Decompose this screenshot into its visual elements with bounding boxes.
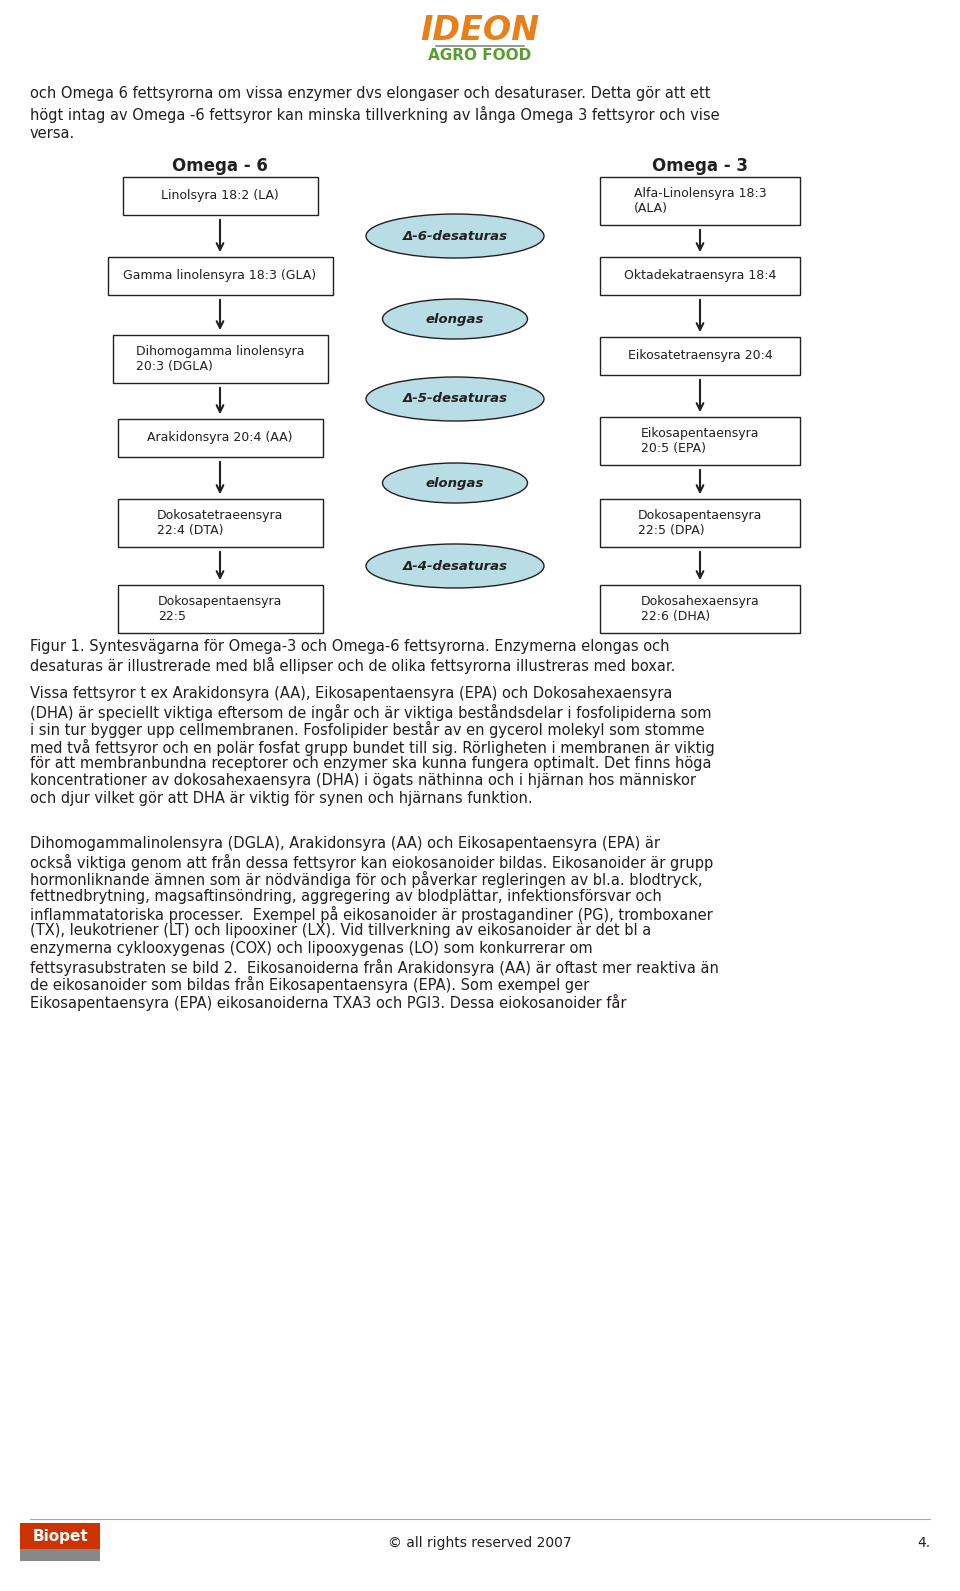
Ellipse shape [366,377,544,422]
Text: Vissa fettsyror t ex Arakidonsyra (AA), Eikosapentaensyra (EPA) och Dokosahexaen: Vissa fettsyror t ex Arakidonsyra (AA), … [30,686,672,702]
Ellipse shape [366,215,544,258]
Text: Biopet: Biopet [32,1529,88,1543]
Ellipse shape [382,463,527,503]
Text: Arakidonsyra 20:4 (AA): Arakidonsyra 20:4 (AA) [147,431,293,444]
Text: Figur 1. Syntesvägarna för Omega-3 och Omega-6 fettsyrorna. Enzymerna elongas oc: Figur 1. Syntesvägarna för Omega-3 och O… [30,640,669,654]
Text: Alfa-Linolensyra 18:3
(ALA): Alfa-Linolensyra 18:3 (ALA) [634,188,766,215]
Text: IDEON: IDEON [420,13,540,46]
Text: Linolsyra 18:2 (LA): Linolsyra 18:2 (LA) [161,189,278,202]
Text: Omega - 6: Omega - 6 [172,158,268,175]
FancyBboxPatch shape [20,1550,100,1561]
FancyBboxPatch shape [112,336,327,383]
Text: Δ-5-desaturas: Δ-5-desaturas [402,393,508,406]
Text: i sin tur bygger upp cellmembranen. Fosfolipider består av en gycerol molekyl so: i sin tur bygger upp cellmembranen. Fosf… [30,721,705,738]
Text: desaturas är illustrerade med blå ellipser och de olika fettsyrorna illustreras : desaturas är illustrerade med blå ellips… [30,657,676,675]
Text: med två fettsyror och en polär fosfat grupp bundet till sig. Rörligheten i membr: med två fettsyror och en polär fosfat gr… [30,738,715,756]
Ellipse shape [366,544,544,589]
FancyBboxPatch shape [117,418,323,457]
FancyBboxPatch shape [117,585,323,633]
Text: Δ-6-desaturas: Δ-6-desaturas [402,229,508,242]
Text: de eikosanoider som bildas från Eikosapentaensyra (EPA). Som exempel ger: de eikosanoider som bildas från Eikosape… [30,975,589,993]
Text: Oktadekatraensyra 18:4: Oktadekatraensyra 18:4 [624,269,777,283]
Text: högt intag av Omega -6 fettsyror kan minska tillverkning av långa Omega 3 fettsy: högt intag av Omega -6 fettsyror kan min… [30,107,720,123]
Text: Δ-4-desaturas: Δ-4-desaturas [402,560,508,573]
Text: © all rights reserved 2007: © all rights reserved 2007 [388,1535,572,1550]
Text: enzymerna cyklooxygenas (COX) och lipooxygenas (LO) som konkurrerar om: enzymerna cyklooxygenas (COX) och lipoox… [30,940,592,956]
FancyBboxPatch shape [123,177,318,215]
Text: (TX), leukotriener (LT) och lipooxiner (LX). Vid tillverkning av eikosanoider är: (TX), leukotriener (LT) och lipooxiner (… [30,923,651,939]
Text: Dokosahexaensyra
22:6 (DHA): Dokosahexaensyra 22:6 (DHA) [640,595,759,624]
Text: också viktiga genom att från dessa fettsyror kan eiokosanoider bildas. Eikosanoi: också viktiga genom att från dessa fetts… [30,853,713,870]
Text: AGRO FOOD: AGRO FOOD [428,48,532,64]
Text: Dokosapentaensyra
22:5: Dokosapentaensyra 22:5 [157,595,282,624]
FancyBboxPatch shape [600,500,800,547]
Text: hormonliknande ämnen som är nödvändiga för och påverkar regleringen av bl.a. blo: hormonliknande ämnen som är nödvändiga f… [30,870,703,888]
FancyBboxPatch shape [117,500,323,547]
Text: Omega - 3: Omega - 3 [652,158,748,175]
FancyBboxPatch shape [108,258,332,294]
Text: Dihomogamma linolensyra
20:3 (DGLA): Dihomogamma linolensyra 20:3 (DGLA) [135,345,304,372]
Text: Gamma linolensyra 18:3 (GLA): Gamma linolensyra 18:3 (GLA) [124,269,317,283]
Ellipse shape [382,299,527,339]
Text: inflammatatoriska processer.  Exempel på eikosanoider är prostagandiner (PG), tr: inflammatatoriska processer. Exempel på … [30,905,712,923]
FancyBboxPatch shape [600,337,800,375]
Text: Dokosatetraeensyra
22:4 (DTA): Dokosatetraeensyra 22:4 (DTA) [156,509,283,538]
FancyBboxPatch shape [600,177,800,224]
Text: och djur vilket gör att DHA är viktig för synen och hjärnans funktion.: och djur vilket gör att DHA är viktig fö… [30,791,533,807]
Text: 4.: 4. [917,1535,930,1550]
FancyBboxPatch shape [600,417,800,465]
FancyBboxPatch shape [600,258,800,294]
FancyBboxPatch shape [20,1523,100,1561]
Text: och Omega 6 fettsyrorna om vissa enzymer dvs elongaser och desaturaser. Detta gö: och Omega 6 fettsyrorna om vissa enzymer… [30,86,710,100]
Text: fettsyrasubstraten se bild 2.  Eikosanoiderna från Arakidonsyra (AA) är oftast m: fettsyrasubstraten se bild 2. Eikosanoid… [30,958,719,975]
Text: Eikosatetraensyra 20:4: Eikosatetraensyra 20:4 [628,350,773,363]
Text: Dihomogammalinolensyra (DGLA), Arakidonsyra (AA) och Eikosapentaensyra (EPA) är: Dihomogammalinolensyra (DGLA), Arakidons… [30,835,660,851]
FancyBboxPatch shape [600,585,800,633]
Text: versa.: versa. [30,126,75,142]
Text: koncentrationer av dokosahexaensyra (DHA) i ögats näthinna och i hjärnan hos män: koncentrationer av dokosahexaensyra (DHA… [30,773,696,789]
Text: elongas: elongas [426,312,484,326]
Text: Eikosapentaensyra
20:5 (EPA): Eikosapentaensyra 20:5 (EPA) [640,426,759,455]
Text: för att membranbundna receptorer och enzymer ska kunna fungera optimalt. Det fin: för att membranbundna receptorer och enz… [30,756,711,772]
Text: elongas: elongas [426,476,484,490]
Text: (DHA) är speciellt viktiga eftersom de ingår och är viktiga beståndsdelar i fosf: (DHA) är speciellt viktiga eftersom de i… [30,703,711,721]
Text: Dokosapentaensyra
22:5 (DPA): Dokosapentaensyra 22:5 (DPA) [637,509,762,538]
Text: Eikosapentaensyra (EPA) eikosanoiderna TXA3 och PGI3. Dessa eiokosanoider får: Eikosapentaensyra (EPA) eikosanoiderna T… [30,993,627,1010]
Text: fettnedbrytning, magsaftinsöndring, aggregering av blodplättar, infektionsförsva: fettnedbrytning, magsaftinsöndring, aggr… [30,888,661,904]
